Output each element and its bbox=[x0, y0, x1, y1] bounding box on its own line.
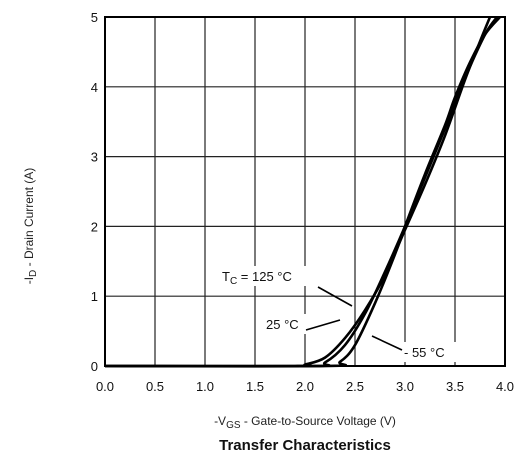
annotation-125-pointer bbox=[317, 286, 353, 307]
plot-border bbox=[104, 16, 506, 367]
annotation-m55-pointer bbox=[371, 335, 403, 351]
x-tick-labels: 0.0 0.5 1.0 1.5 2.0 2.5 3.0 3.5 4.0 bbox=[96, 379, 514, 394]
x-tick-label: 3.5 bbox=[446, 379, 464, 394]
annotation-m55: - 55 °C bbox=[371, 335, 460, 362]
y-axis-title-rest: - Drain Current (A) bbox=[22, 168, 36, 270]
annotation-25-bg bbox=[262, 314, 312, 334]
x-axis-title-rest: - Gate-to-Source Voltage (V) bbox=[241, 414, 396, 428]
y-tick-labels: 0 1 2 3 4 5 bbox=[91, 10, 98, 374]
x-tick-label: 4.0 bbox=[496, 379, 514, 394]
y-tick-label: 3 bbox=[91, 150, 98, 165]
y-tick-label: 2 bbox=[91, 219, 98, 234]
y-tick-label: 4 bbox=[91, 80, 98, 95]
y-tick-label: 5 bbox=[91, 10, 98, 25]
annotation-125-bg bbox=[218, 266, 324, 286]
annotation-125-rest: = 125 °C bbox=[237, 269, 292, 284]
x-axis-title: -VGS - Gate-to-Source Voltage (V) bbox=[214, 414, 396, 431]
y-axis-title-sub: D bbox=[28, 270, 39, 277]
annotation-125-label: TC = 125 °C bbox=[222, 269, 292, 287]
y-axis-title-main: -I bbox=[22, 277, 36, 284]
x-axis-title-sub: GS bbox=[226, 420, 241, 431]
y-axis-title: -ID - Drain Current (A) bbox=[22, 168, 39, 285]
x-tick-label: 3.0 bbox=[396, 379, 414, 394]
x-tick-label: 0.5 bbox=[146, 379, 164, 394]
x-tick-label: 2.5 bbox=[346, 379, 364, 394]
annotation-m55-bg bbox=[400, 342, 460, 362]
annotation-m55-label: - 55 °C bbox=[404, 345, 445, 360]
annotation-25: 25 °C bbox=[262, 314, 341, 334]
x-tick-label: 2.0 bbox=[296, 379, 314, 394]
annotation-125: TC = 125 °C bbox=[218, 266, 353, 307]
chart-title: Transfer Characteristics bbox=[219, 437, 391, 454]
annotation-25-pointer bbox=[305, 319, 341, 331]
annotation-125-sub: C bbox=[230, 276, 237, 287]
y-tick-label: 0 bbox=[91, 359, 98, 374]
annotation-125-prefix: T bbox=[222, 269, 230, 284]
x-tick-label: 1.5 bbox=[246, 379, 264, 394]
x-tick-label: 0.0 bbox=[96, 379, 114, 394]
x-axis-title-main: -V bbox=[214, 414, 226, 428]
x-tick-label: 1.0 bbox=[196, 379, 214, 394]
y-tick-label: 1 bbox=[91, 289, 98, 304]
annotation-25-label: 25 °C bbox=[266, 317, 299, 332]
